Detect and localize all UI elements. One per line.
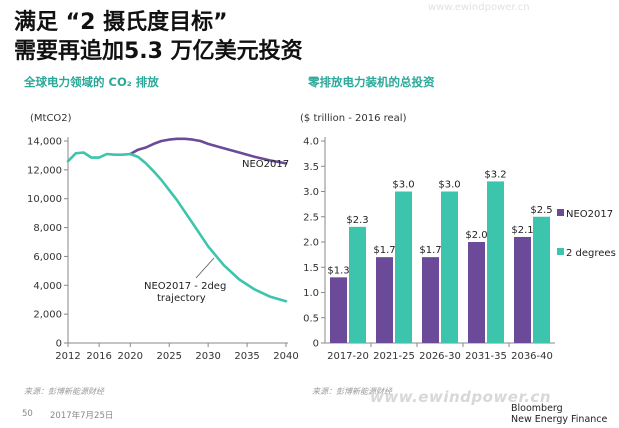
bar-label-neo2017: $2.0 — [465, 230, 487, 241]
bar-chart-x-tick-label: 2026-30 — [419, 351, 461, 362]
line-chart-y-tick-label: 8,000 — [33, 223, 62, 234]
page-number: 50 — [22, 409, 33, 419]
line-chart-x-tick-label: 2016 — [86, 351, 111, 362]
line-chart-y-axis-label: (MtCO2) — [30, 113, 72, 124]
bar-chart-y-tick-label: 0.5 — [303, 313, 319, 324]
line-chart-title: 全球电力领域的 CO₂ 排放 — [24, 75, 159, 89]
bar-label-neo2017: $1.7 — [419, 245, 441, 256]
line-chart-y-tick-label: 12,000 — [27, 165, 62, 176]
bar-2-degrees — [487, 181, 504, 343]
line-chart-annotation-2deg: NEO2017 - 2deg — [144, 281, 226, 292]
bar-chart-y-tick-label: 2.5 — [303, 212, 319, 223]
bar-chart-y-tick-label: 3.5 — [303, 162, 319, 173]
legend-label-2-degrees: 2 degrees — [566, 248, 616, 259]
line-chart-y-tick-label: 0 — [56, 339, 62, 350]
bar-chart-x-tick-label: 2036-40 — [511, 351, 553, 362]
line-series-neo2017 — [129, 137, 288, 165]
bar-chart-x-tick-label: 2017-20 — [327, 351, 369, 362]
footer-date: 2017年7月25日 — [50, 411, 114, 421]
bar-neo2017 — [514, 236, 531, 343]
bar-label-neo2017: $1.3 — [327, 265, 349, 276]
brand-line-2: New Energy Finance — [511, 414, 608, 425]
line-chart-x-tick-label: 2025 — [156, 351, 181, 362]
line-chart-x-tick-label: 2020 — [118, 351, 143, 362]
line-chart-annotation-leader — [195, 257, 215, 279]
line-series-2deg — [129, 152, 288, 303]
line-chart-y-tick-label: 2,000 — [33, 310, 62, 321]
bar-neo2017 — [376, 257, 393, 343]
bar-label-2-degrees: $3.2 — [484, 169, 506, 180]
bar-chart-y-tick-label: 0 — [313, 339, 319, 350]
bar-2-degrees — [533, 216, 550, 343]
bar-label-2-degrees: $2.3 — [346, 215, 368, 226]
brand-logo: Bloomberg New Energy Finance — [511, 403, 607, 425]
bar-chart-y-tick-label: 3.0 — [303, 187, 319, 198]
line-chart-x-tick-label: 2030 — [195, 351, 220, 362]
legend-swatch-2-degrees — [557, 248, 564, 255]
line-chart-annotation-neo2017: NEO2017 — [242, 159, 289, 170]
line-series-history — [66, 151, 132, 163]
line-chart-x-tick-label: 2012 — [55, 351, 80, 362]
bar-2-degrees — [441, 191, 458, 343]
bar-neo2017 — [422, 257, 439, 343]
page-title-line-2: 需要再追加5.3 万亿美元投资 — [14, 39, 303, 64]
line-chart-x-tick-label: 2035 — [234, 351, 259, 362]
line-chart-y-tick-label: 14,000 — [27, 137, 62, 148]
line-chart-annotation-trajectory: trajectory — [157, 293, 206, 304]
corner-watermark: www.ewindpower.cn — [428, 2, 530, 13]
watermark-text: www.ewindpower.cn — [370, 388, 551, 406]
bar-neo2017 — [468, 242, 485, 343]
bar-2-degrees — [349, 226, 366, 343]
legend-label-neo2017: NEO2017 — [566, 209, 613, 220]
bar-chart-x-tick-label: 2031-35 — [465, 351, 507, 362]
bar-label-2-degrees: $2.5 — [530, 205, 552, 216]
source-note-left: 来源：彭博新能源财经 — [24, 387, 104, 396]
bar-chart-y-tick-label: 2.0 — [303, 238, 319, 249]
bar-label-2-degrees: $3.0 — [438, 180, 460, 191]
bar-label-2-degrees: $3.0 — [392, 180, 414, 191]
line-chart-y-tick-label: 6,000 — [33, 252, 62, 263]
line-chart-y-tick-label: 4,000 — [33, 281, 62, 292]
line-chart-y-tick-label: 10,000 — [27, 194, 62, 205]
bar-chart-title: 零排放电力装机的总投资 — [308, 75, 435, 89]
bar-2-degrees — [395, 191, 412, 343]
legend-swatch-neo2017 — [557, 209, 564, 216]
bar-chart-y-axis-label: ($ trillion - 2016 real) — [300, 113, 407, 124]
page-title-line-1: 满足 “2 摄氏度目标” — [14, 10, 228, 35]
bar-chart-y-tick-label: 4.0 — [303, 137, 319, 148]
bar-label-neo2017: $2.1 — [511, 225, 533, 236]
source-note-right: 来源：彭博新能源财经 — [312, 387, 392, 396]
bar-chart-y-tick-label: 1.5 — [303, 263, 319, 274]
bar-chart-x-tick-label: 2021-25 — [373, 351, 415, 362]
line-chart-x-tick-label: 2040 — [273, 351, 298, 362]
brand-line-1: Bloomberg — [511, 403, 563, 414]
bar-label-neo2017: $1.7 — [373, 245, 395, 256]
bar-neo2017 — [330, 277, 347, 343]
bar-chart-y-tick-label: 1.0 — [303, 288, 319, 299]
